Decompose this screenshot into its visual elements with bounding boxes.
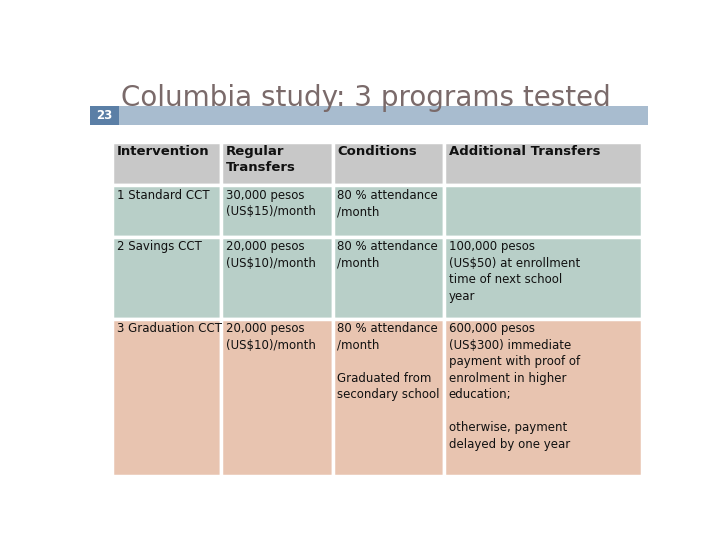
Bar	[444, 141, 642, 185]
Bar	[90, 106, 119, 125]
Bar	[221, 237, 333, 319]
Bar	[112, 185, 221, 237]
Bar	[90, 106, 648, 125]
Bar	[112, 319, 221, 476]
Bar	[221, 319, 333, 476]
Bar	[221, 185, 333, 237]
Text: 600,000 pesos
(US$300) immediate
payment with proof of
enrolment in higher
educa: 600,000 pesos (US$300) immediate payment…	[449, 322, 580, 451]
Text: 80 % attendance
/month: 80 % attendance /month	[337, 240, 438, 270]
Text: 80 % attendance
/month

Graduated from
secondary school: 80 % attendance /month Graduated from se…	[337, 322, 440, 401]
Text: Conditions: Conditions	[337, 145, 417, 158]
Text: Additional Transfers: Additional Transfers	[449, 145, 600, 158]
Bar	[112, 141, 221, 185]
Text: Columbia study: 3 programs tested: Columbia study: 3 programs tested	[121, 84, 611, 112]
Text: 20,000 pesos
(US$10)/month: 20,000 pesos (US$10)/month	[225, 322, 315, 352]
Bar	[112, 237, 221, 319]
Text: 30,000 pesos
(US$15)/month: 30,000 pesos (US$15)/month	[225, 188, 315, 218]
Text: 20,000 pesos
(US$10)/month: 20,000 pesos (US$10)/month	[225, 240, 315, 270]
Bar	[333, 141, 444, 185]
Text: 100,000 pesos
(US$50) at enrollment
time of next school
year: 100,000 pesos (US$50) at enrollment time…	[449, 240, 580, 303]
Text: Intervention: Intervention	[117, 145, 210, 158]
Bar	[221, 141, 333, 185]
Bar	[444, 185, 642, 237]
Text: 3 Graduation CCT: 3 Graduation CCT	[117, 322, 222, 335]
Bar	[444, 319, 642, 476]
Text: 2 Savings CCT: 2 Savings CCT	[117, 240, 202, 253]
Bar	[444, 237, 642, 319]
Bar	[333, 237, 444, 319]
Text: 1 Standard CCT: 1 Standard CCT	[117, 188, 210, 201]
Bar	[333, 185, 444, 237]
Text: 23: 23	[96, 109, 112, 122]
Bar	[333, 319, 444, 476]
Text: 80 % attendance
/month: 80 % attendance /month	[337, 188, 438, 218]
Text: Regular
Transfers: Regular Transfers	[225, 145, 295, 174]
